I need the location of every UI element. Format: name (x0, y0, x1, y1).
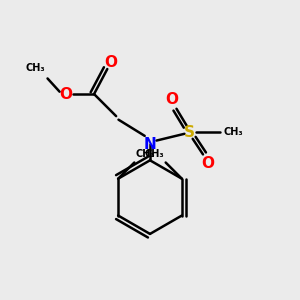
Text: CH₃: CH₃ (136, 149, 155, 159)
Text: S: S (184, 125, 195, 140)
Text: O: O (166, 92, 178, 107)
Text: O: O (201, 156, 214, 171)
Text: N: N (144, 136, 156, 152)
Text: O: O (59, 87, 72, 102)
Text: CH₃: CH₃ (223, 127, 243, 137)
Text: CH₃: CH₃ (145, 149, 164, 159)
Text: CH₃: CH₃ (26, 63, 46, 74)
Text: O: O (104, 55, 117, 70)
